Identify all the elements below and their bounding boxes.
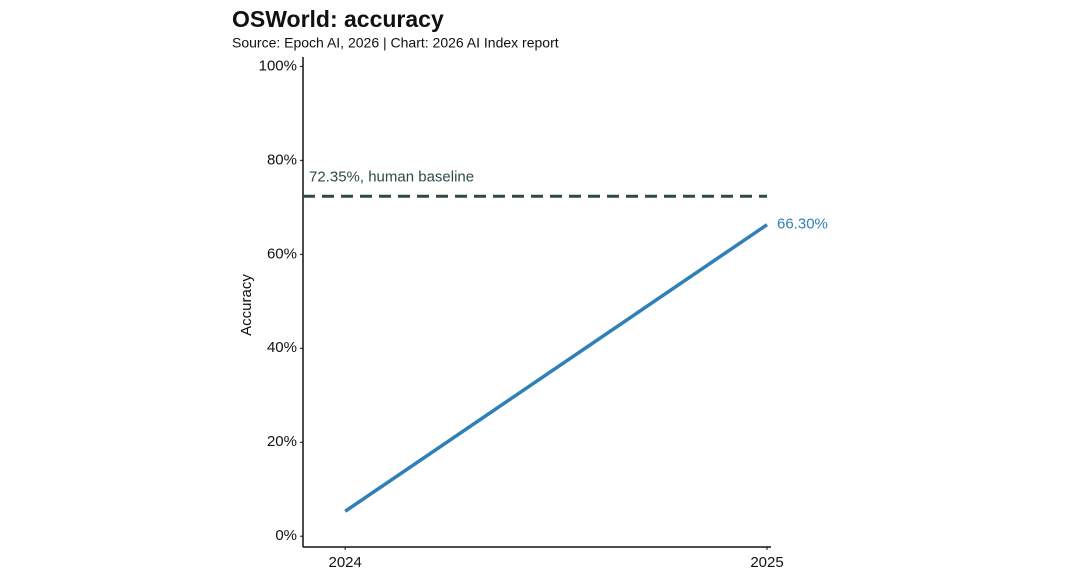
x-tick-label: 2025 <box>750 554 783 571</box>
data-label: 66.30% <box>777 216 828 233</box>
y-tick-label: 60% <box>267 245 297 262</box>
y-tick-label: 80% <box>267 151 297 168</box>
y-tick-label: 100% <box>259 57 297 74</box>
y-tick-label: 0% <box>275 527 297 544</box>
chart-title: OSWorld: accuracy <box>232 6 444 32</box>
baseline-label: 72.35%, human baseline <box>309 168 474 185</box>
y-axis-label: Accuracy <box>238 274 255 336</box>
x-tick-label: 2024 <box>328 554 361 571</box>
y-tick-label: 40% <box>267 339 297 356</box>
y-tick-label: 20% <box>267 433 297 450</box>
line <box>344 223 768 513</box>
chart-subtitle: Source: Epoch AI, 2026 | Chart: 2026 AI … <box>232 35 559 51</box>
